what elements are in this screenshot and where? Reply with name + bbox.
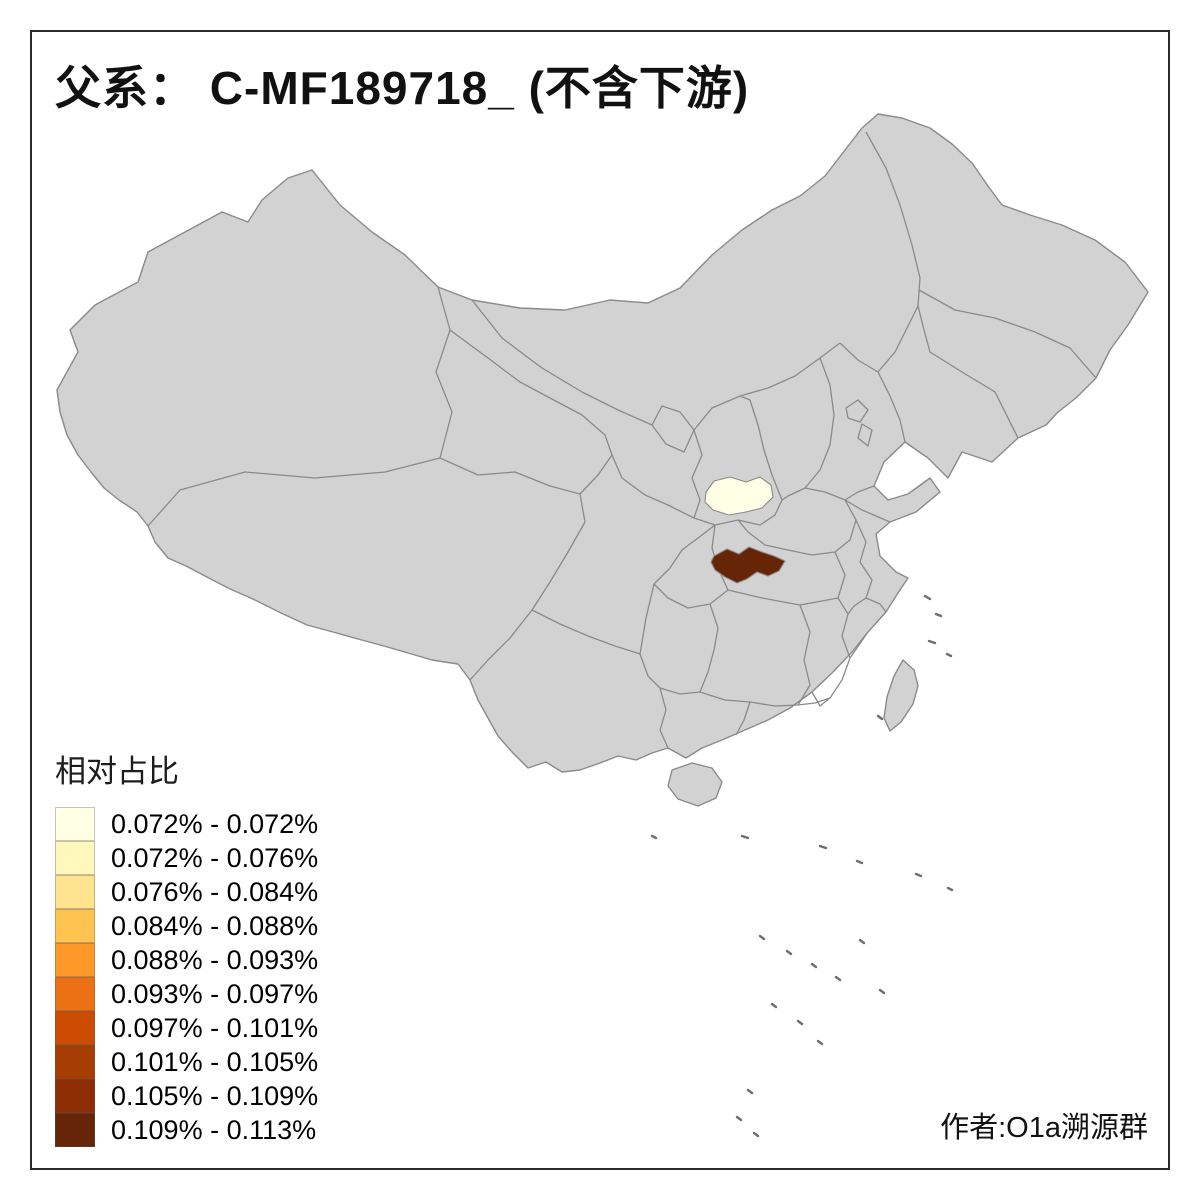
south-china-sea-islets — [650, 594, 954, 1138]
taiwan-island-shape — [883, 659, 919, 732]
legend-item: 0.072% - 0.076% — [55, 841, 318, 875]
land-shapes — [56, 113, 1149, 807]
legend-title: 相对占比 — [55, 754, 179, 789]
legend: 相对占比 0.072% - 0.072% 0.072% - 0.076% 0.0… — [55, 746, 318, 1147]
attribution: 作者:O1a溯源群 — [940, 1112, 1148, 1144]
legend-item: 0.072% - 0.072% — [55, 807, 318, 841]
legend-swatch — [55, 875, 95, 909]
china-mainland-shape — [56, 113, 1149, 773]
legend-swatch — [55, 1011, 95, 1045]
legend-label: 0.105% - 0.109% — [111, 1080, 319, 1111]
legend-label: 0.076% - 0.084% — [111, 876, 319, 907]
legend-item: 0.109% - 0.113% — [55, 1113, 318, 1147]
legend-item: 0.097% - 0.101% — [55, 1011, 318, 1045]
legend-label: 0.084% - 0.088% — [111, 910, 319, 941]
legend-item: 0.101% - 0.105% — [55, 1045, 318, 1079]
legend-item: 0.105% - 0.109% — [55, 1079, 318, 1113]
legend-label: 0.093% - 0.097% — [111, 978, 319, 1009]
figure-title: 父系： C-MF189718_ (不含下游) — [55, 62, 750, 114]
legend-swatch — [55, 841, 95, 875]
legend-swatch — [55, 909, 95, 943]
legend-label: 0.109% - 0.113% — [111, 1114, 317, 1145]
legend-label: 0.088% - 0.093% — [111, 944, 319, 975]
hainan-island-shape — [667, 762, 723, 807]
legend-label: 0.072% - 0.072% — [111, 808, 319, 839]
region-highlight-darkest — [710, 546, 786, 584]
legend-item: 0.093% - 0.097% — [55, 977, 318, 1011]
legend-swatch — [55, 1079, 95, 1113]
legend-item: 0.088% - 0.093% — [55, 943, 318, 977]
legend-swatch — [55, 943, 95, 977]
legend-label: 0.072% - 0.076% — [111, 842, 319, 873]
legend-swatch — [55, 1113, 95, 1147]
legend-swatch — [55, 1045, 95, 1079]
legend-item: 0.076% - 0.084% — [55, 875, 318, 909]
region-highlight-lightest — [704, 476, 774, 516]
legend-swatch — [55, 977, 95, 1011]
legend-label: 0.097% - 0.101% — [111, 1012, 319, 1043]
legend-swatch — [55, 807, 95, 841]
legend-label: 0.101% - 0.105% — [111, 1046, 319, 1077]
legend-item: 0.084% - 0.088% — [55, 909, 318, 943]
